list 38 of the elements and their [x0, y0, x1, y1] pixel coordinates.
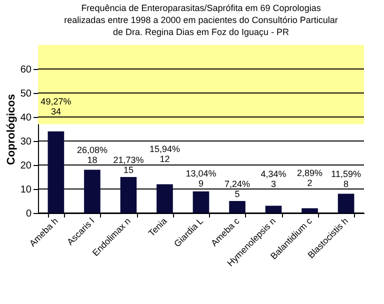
- bar: [156, 184, 173, 213]
- bar: [48, 131, 64, 213]
- annotation: 2,89%: [297, 168, 323, 178]
- annotation: 11,59%: [331, 168, 361, 179]
- data-label: 34: [50, 106, 61, 116]
- data-label: 8: [344, 178, 349, 189]
- y-tick-label: 0: [26, 208, 32, 220]
- bar: [229, 201, 246, 213]
- annotation: 7,24%: [224, 179, 250, 189]
- data-label: 9: [198, 178, 204, 188]
- data-label: 15: [123, 165, 134, 175]
- annotation: 21,73%: [113, 155, 144, 165]
- data-label: 18: [87, 154, 98, 165]
- annotation: 13,04%: [186, 168, 216, 178]
- y-tick-label: 50: [20, 88, 32, 100]
- text: de Dra. Regina Dias em Foz do Iguaçu - PR: [112, 27, 290, 37]
- annotation: 4,34%: [260, 168, 286, 179]
- y-tick-label: 30: [20, 136, 32, 148]
- y-axis-title: Coprológicos: [5, 94, 18, 165]
- bar: [338, 194, 354, 213]
- data-label: 2: [307, 178, 312, 188]
- data-label: 5: [234, 189, 240, 199]
- bar: [302, 208, 318, 213]
- bar: [265, 206, 282, 213]
- data-label: 12: [160, 154, 170, 164]
- y-tick-label: 20: [20, 160, 32, 172]
- text: realizadas entre 1998 a 2000 em pacientes do Consultório Particular: [64, 15, 338, 25]
- data-label: 3: [271, 178, 276, 189]
- annotation: 49,27%: [40, 96, 72, 106]
- text: Frequência de Enteroparasitas/Saprófita em 69 Coprologias: [81, 3, 321, 13]
- y-tick-label: 60: [20, 64, 32, 76]
- annotation: 26,08%: [76, 144, 108, 155]
- bar: [84, 170, 100, 213]
- annotation: 15,94%: [149, 144, 180, 154]
- bar: [192, 191, 210, 213]
- y-tick-label: 40: [20, 112, 32, 124]
- bar: [120, 177, 137, 213]
- y-tick-label: 10: [20, 184, 32, 196]
